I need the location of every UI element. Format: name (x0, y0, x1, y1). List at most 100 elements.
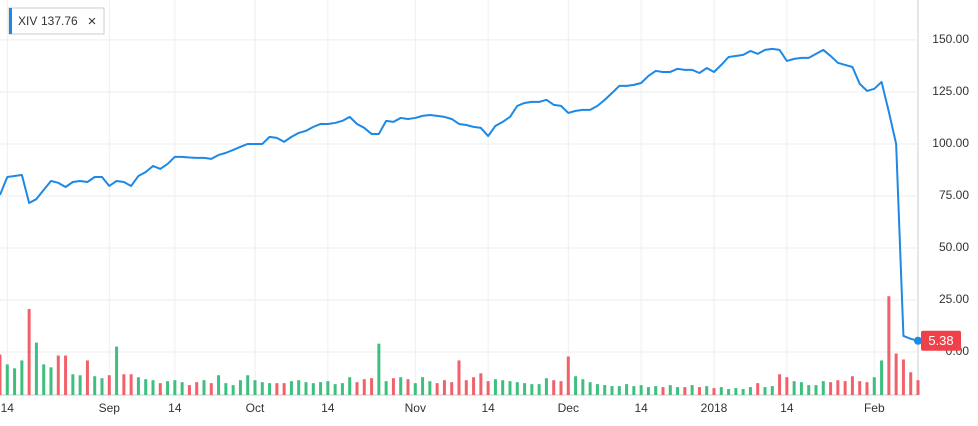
volume-bar (202, 380, 206, 395)
price-line (0, 47, 919, 342)
volume-bar (34, 342, 38, 395)
volume-bar (246, 375, 250, 395)
volume-bar (748, 387, 752, 395)
volume-bar (610, 386, 614, 395)
volume-bar (42, 364, 46, 395)
volume-bar (377, 343, 381, 395)
volume-bar (13, 368, 17, 395)
volume-bar (304, 382, 308, 395)
volume-bar (850, 376, 854, 395)
x-tick-label: 14 (321, 401, 335, 415)
volume-bar (406, 379, 410, 395)
volume-bar (253, 380, 257, 395)
last-point (914, 336, 922, 345)
volume-bar (574, 376, 578, 395)
volume-bar (442, 380, 446, 395)
volume-bar (799, 382, 803, 395)
volume-bar (858, 381, 862, 395)
volume-bar (734, 388, 738, 395)
volume-bar (421, 377, 425, 395)
volume-bar (282, 383, 286, 395)
volume-bar (770, 386, 774, 395)
volume-bar (362, 379, 366, 395)
volume-bar (661, 387, 665, 395)
volume-bar (187, 385, 191, 395)
volume-bar (49, 367, 53, 395)
volume-bar (238, 380, 242, 395)
volume-bar (865, 382, 869, 395)
legend-close[interactable]: × (88, 13, 97, 30)
volume-bar (537, 384, 541, 395)
volume-bar (115, 346, 119, 395)
volume-bar (100, 378, 104, 395)
volume-bar (595, 384, 599, 395)
y-tick-label: 100.00 (932, 136, 969, 150)
volume-bar (479, 373, 483, 395)
volume-bar (391, 378, 395, 395)
volume-bar (428, 381, 432, 395)
volume-bar (654, 386, 658, 395)
volume-bar (311, 383, 315, 395)
volume-bar (355, 382, 359, 395)
volume-bar (705, 386, 709, 395)
volume-bar (85, 360, 89, 395)
y-tick-label: 75.00 (939, 188, 969, 202)
volume-bar (763, 387, 767, 395)
volume-bar (217, 375, 221, 395)
volume-bar (639, 385, 643, 395)
x-tick-label: Oct (246, 401, 265, 415)
volume-bar (457, 360, 461, 395)
x-tick-label: 2018 (701, 401, 728, 415)
volume-bar (136, 377, 140, 395)
volume-bar (209, 383, 213, 395)
volume-bar (326, 381, 330, 395)
x-tick-label: Dec (558, 401, 579, 415)
volume-bar (151, 380, 155, 395)
volume-bar (646, 387, 650, 395)
volume-bar (158, 383, 162, 395)
volume-bar (544, 378, 548, 395)
volume-bar (515, 382, 519, 395)
legend-box (8, 7, 105, 35)
volume-bar (683, 387, 687, 395)
volume-bar (195, 382, 199, 395)
y-tick-label: 25.00 (939, 292, 969, 306)
volume-bar (275, 383, 279, 395)
volume-bar (0, 354, 2, 395)
volume-bar (450, 382, 454, 395)
volume-bar (625, 384, 629, 395)
volume-bar (909, 372, 913, 395)
x-tick-label: 14 (168, 401, 182, 415)
volume-bar (676, 387, 680, 395)
volume-bar (756, 383, 760, 395)
volume-bar (872, 377, 876, 395)
volume-bar (333, 384, 337, 395)
volume-bar (894, 353, 898, 395)
volume-bar (289, 381, 293, 395)
volume-bar (260, 382, 264, 395)
volume-bar (56, 355, 60, 395)
x-tick-label: 14 (634, 401, 648, 415)
y-tick-label: 125.00 (932, 84, 969, 98)
volume-bar (792, 381, 796, 395)
volume-bar (399, 377, 403, 395)
volume-bar (523, 383, 527, 395)
volume-bar (588, 382, 592, 395)
volume-bar (690, 385, 694, 395)
volume-bar (880, 360, 884, 395)
volume-bar (5, 364, 9, 395)
volume-bar (887, 296, 891, 395)
volume-bar (370, 378, 374, 395)
volume-bar (20, 360, 24, 395)
volume-bar (486, 381, 490, 395)
volume-bar (901, 359, 905, 395)
volume-bar (348, 377, 352, 395)
volume-bar (566, 356, 570, 395)
volume-bar (843, 381, 847, 395)
volume-bar (64, 355, 68, 395)
volume-bar (581, 379, 585, 395)
legend-value: 137.76 (41, 14, 78, 28)
last-value-badge (921, 330, 961, 351)
